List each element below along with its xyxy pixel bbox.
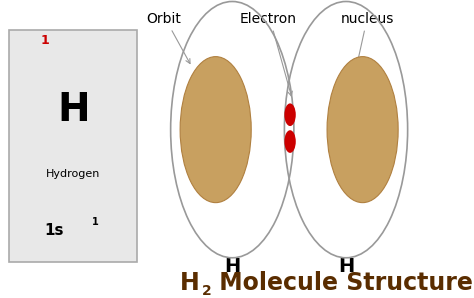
Text: 1s: 1s — [45, 224, 64, 238]
Ellipse shape — [327, 57, 398, 203]
Text: H: H — [338, 257, 354, 276]
Text: 2: 2 — [201, 284, 211, 297]
Ellipse shape — [284, 103, 296, 126]
Text: H: H — [224, 257, 240, 276]
Text: H: H — [180, 271, 200, 295]
Text: 1: 1 — [41, 34, 49, 47]
Ellipse shape — [284, 130, 296, 153]
FancyBboxPatch shape — [9, 30, 137, 262]
Text: Molecule Structure: Molecule Structure — [211, 271, 473, 295]
Text: Orbit: Orbit — [146, 13, 181, 26]
Text: H: H — [57, 91, 90, 129]
Text: nucleus: nucleus — [341, 13, 394, 26]
Ellipse shape — [171, 1, 294, 258]
Ellipse shape — [180, 57, 251, 203]
Ellipse shape — [284, 1, 408, 258]
Text: 1: 1 — [92, 217, 99, 227]
Text: Electron: Electron — [239, 13, 296, 26]
Text: Hydrogen: Hydrogen — [46, 169, 100, 179]
